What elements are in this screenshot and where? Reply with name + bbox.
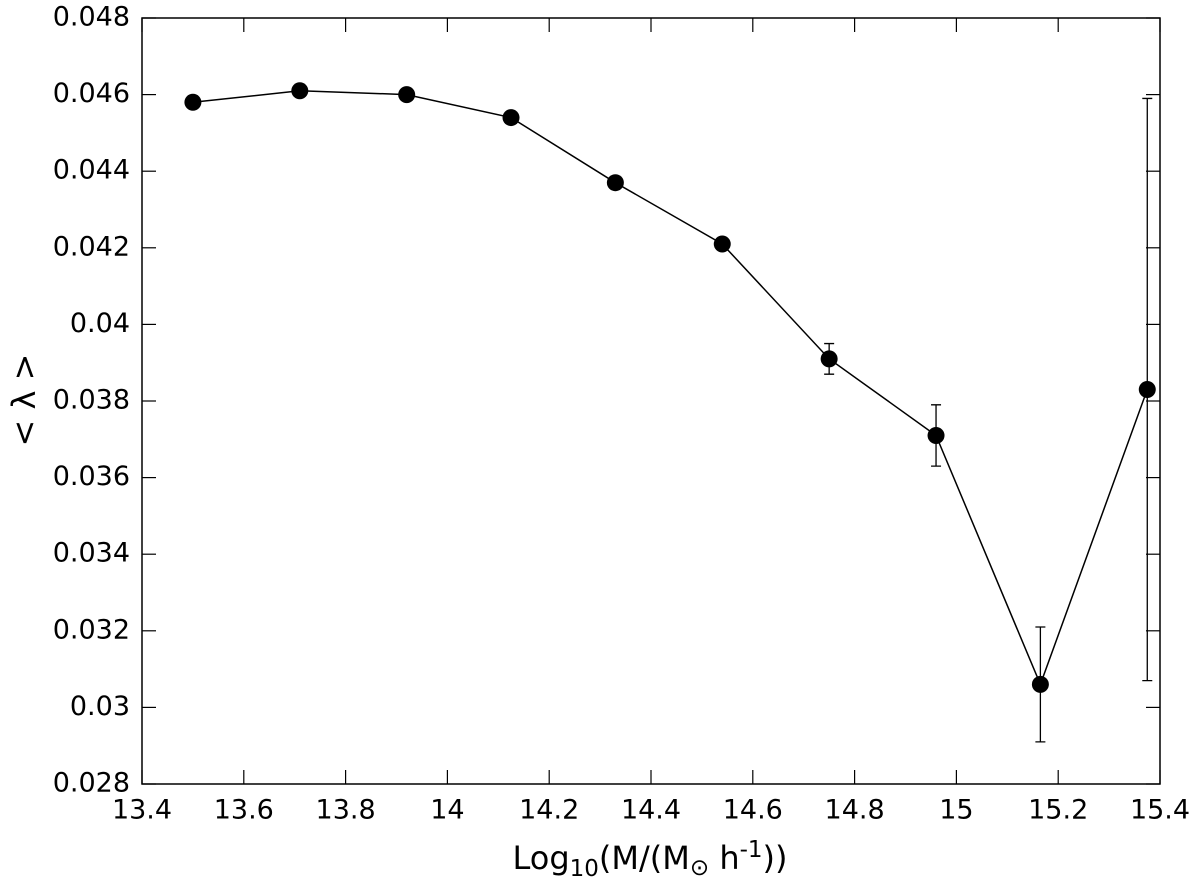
x-label-part: (M/(M <box>599 839 690 877</box>
x-tick-label: 14.6 <box>723 795 783 826</box>
y-axis-label: < λ > <box>5 354 43 447</box>
data-point <box>184 93 202 111</box>
y-tick-label: 0.028 <box>53 768 130 799</box>
data-point <box>1031 675 1049 693</box>
x-tick-label: 13.6 <box>214 795 274 826</box>
x-label-sub: 10 <box>570 856 599 882</box>
y-tick-label: 0.032 <box>53 614 130 645</box>
data-point <box>502 109 520 127</box>
data-point <box>820 350 838 368</box>
data-point <box>398 86 416 104</box>
x-label-part: )) <box>763 839 788 877</box>
x-tick-label: 14.4 <box>621 795 681 826</box>
data-point <box>713 235 731 253</box>
x-label-part: Log <box>512 839 569 877</box>
data-point <box>927 426 945 444</box>
plot-frame <box>141 17 1161 785</box>
x-tick-label: 14 <box>430 795 464 826</box>
data-point <box>291 82 309 100</box>
y-tick-label: 0.042 <box>53 231 130 262</box>
y-tick-label: 0.04 <box>70 308 130 339</box>
y-tick-label: 0.03 <box>70 691 130 722</box>
data-point <box>606 174 624 192</box>
x-label-part: h <box>709 839 739 877</box>
y-tick-label: 0.034 <box>53 538 130 569</box>
y-tick-label: 0.046 <box>53 78 130 109</box>
x-tick-label: 13.8 <box>316 795 376 826</box>
x-tick-label: 13.4 <box>112 795 172 826</box>
x-tick-label: 15.4 <box>1130 795 1190 826</box>
x-tick-label: 15 <box>939 795 973 826</box>
x-label-sup: -1 <box>740 837 763 863</box>
y-tick-label: 0.036 <box>53 461 130 492</box>
x-tick-label: 14.8 <box>825 795 885 826</box>
x-axis-label: Log10(M/(M⊙ h-1)) <box>512 837 787 882</box>
y-tick-label: 0.048 <box>53 2 130 33</box>
y-tick-label: 0.038 <box>53 385 130 416</box>
x-label-sub: ⊙ <box>690 855 709 881</box>
data-line <box>192 90 1148 687</box>
y-tick-label: 0.044 <box>53 155 130 186</box>
data-point <box>1138 381 1156 399</box>
x-tick-label: 15.2 <box>1028 795 1088 826</box>
x-tick-label: 14.2 <box>519 795 579 826</box>
